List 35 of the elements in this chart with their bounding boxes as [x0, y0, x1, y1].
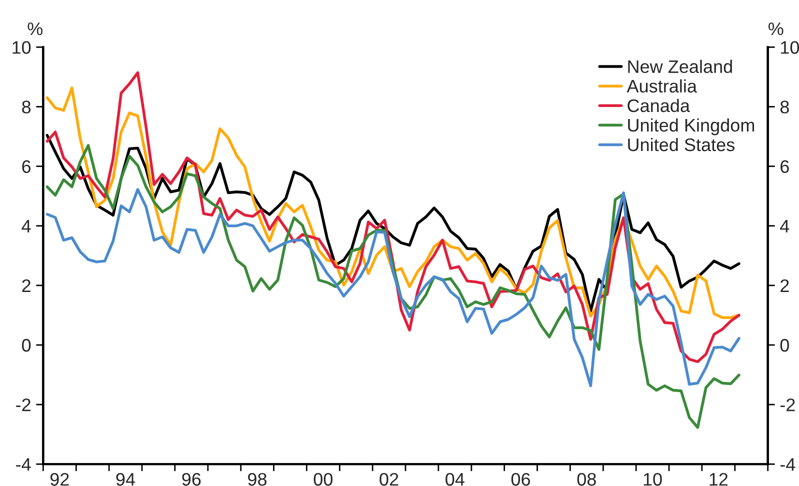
x-tick-label: 96: [182, 472, 201, 486]
x-tick-label: 12: [710, 472, 728, 486]
legend-label: United Kingdom: [628, 118, 754, 136]
x-tick-label: 02: [380, 472, 398, 486]
x-tick-label: 04: [446, 472, 464, 486]
y-tick-label: 4: [22, 220, 31, 232]
y-axis-title: %: [28, 22, 43, 36]
x-tick-label: 06: [511, 472, 530, 486]
x-tick-label: 10: [644, 472, 662, 486]
y2-tick-label: -2: [780, 398, 795, 412]
y-tick-label: 2: [22, 279, 30, 292]
y2-tick-label: 6: [780, 160, 789, 173]
y2-axis-title: %: [768, 22, 784, 36]
y2-tick-label: 0: [780, 338, 789, 352]
x-tick-label: 92: [50, 472, 69, 486]
x-tick-label: 98: [248, 472, 266, 486]
y-tick-label: 8: [22, 100, 31, 114]
legend-label: New Zealand: [628, 60, 732, 74]
y2-tick-label: 10: [781, 41, 799, 54]
y2-tick-label: 8: [780, 100, 789, 114]
y-tick-label: 10: [12, 41, 31, 54]
legend-label: Australia: [626, 79, 697, 93]
x-tick-label: 94: [116, 472, 135, 486]
x-tick-label: 08: [577, 472, 596, 486]
y-tick-label: -4: [16, 458, 31, 471]
y2-tick-label: 2: [780, 279, 789, 292]
y-tick-label: -2: [16, 398, 30, 412]
y-tick-label: 6: [22, 160, 31, 173]
y-tick-label: 0: [22, 338, 31, 352]
y2-tick-label: 4: [780, 220, 790, 232]
x-tick-label: 00: [314, 472, 332, 486]
legend-label: Canada: [628, 98, 690, 112]
line-series: [46, 188, 740, 388]
y2-tick-label: -4: [780, 458, 796, 471]
legend-label: United States: [628, 138, 734, 152]
